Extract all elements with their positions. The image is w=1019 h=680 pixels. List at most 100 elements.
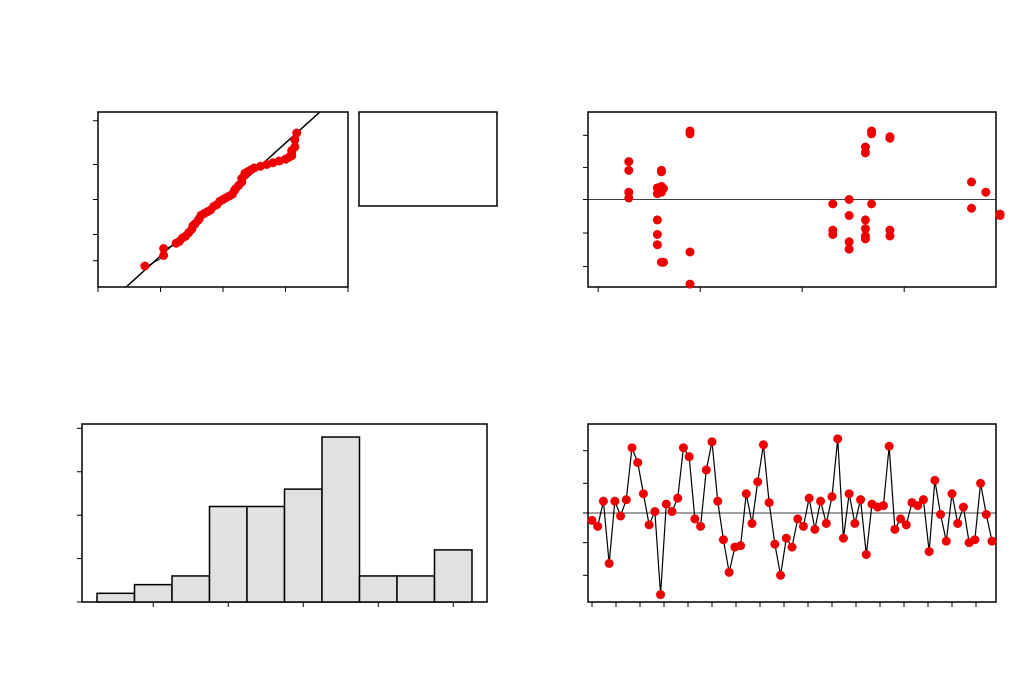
histogram-bar-4 <box>246 505 286 603</box>
residuals-vs-order-point-17 <box>684 452 694 462</box>
residuals-vs-order-series-line <box>591 438 993 595</box>
residuals-vs-fits-point-18 <box>685 129 695 139</box>
residuals-vs-fits-point-29 <box>860 224 870 234</box>
residuals-vs-order-point-19 <box>696 521 706 531</box>
residuals-vs-fits-point-16 <box>658 257 668 267</box>
residuals-vs-order-point-34 <box>781 533 791 543</box>
residuals-vs-order-point-61 <box>936 509 946 519</box>
residuals-vs-order-point-20 <box>701 465 711 475</box>
residuals-vs-fits-point-34 <box>867 199 877 209</box>
histogram-bar-0 <box>96 592 136 603</box>
residuals-vs-order-point-60 <box>930 475 940 485</box>
residuals-vs-fits-point-3 <box>624 193 634 203</box>
residuals-vs-order-point-10 <box>644 520 654 530</box>
histogram-panel <box>77 423 488 607</box>
histogram-bar-6 <box>321 436 361 603</box>
residuals-vs-order-point-13 <box>661 499 671 509</box>
residuals-vs-fits-point-24 <box>844 195 854 204</box>
residuals-vs-order-point-23 <box>718 535 728 545</box>
residuals-vs-order-point-52 <box>884 441 894 451</box>
residuals-vs-fits-point-31 <box>860 234 870 244</box>
residuals-vs-order-point-29 <box>753 477 763 487</box>
residuals-vs-order-point-44 <box>838 533 848 543</box>
residuals-vs-order-point-32 <box>770 539 780 549</box>
residuals-vs-order-point-1 <box>593 521 603 531</box>
residuals-vs-order-point-68 <box>976 478 986 488</box>
residuals-vs-fits-panel <box>583 111 1005 292</box>
residuals-vs-fits-point-43 <box>981 187 991 197</box>
residuals-vs-order-point-18 <box>690 514 700 524</box>
residuals-vs-order-point-43 <box>833 434 843 444</box>
histogram-bar-3 <box>208 505 248 603</box>
residuals-vs-order-point-3 <box>604 558 614 568</box>
residuals-vs-fits-point-9 <box>658 183 668 193</box>
residuals-vs-order-point-51 <box>878 501 888 511</box>
probability-plot-point-43 <box>290 142 300 152</box>
residuals-vs-order-point-55 <box>901 520 911 530</box>
residuals-vs-order-point-6 <box>621 495 631 505</box>
residuals-vs-fits-point-14 <box>652 240 662 250</box>
residuals-vs-order-point-21 <box>707 437 717 447</box>
residuals-vs-order-point-5 <box>616 511 626 521</box>
residuals-vs-order-panel <box>583 423 997 607</box>
residuals-vs-order-point-65 <box>958 502 968 512</box>
residuals-vs-fits-point-36 <box>867 129 877 139</box>
residuals-vs-order-point-31 <box>764 498 774 508</box>
residuals-vs-order-point-45 <box>844 489 854 499</box>
residuals-vs-fits-point-0 <box>624 157 634 167</box>
residuals-vs-order-point-28 <box>747 518 757 528</box>
residuals-vs-fits-point-33 <box>860 148 870 158</box>
residuals-vs-fits-point-19 <box>685 247 695 257</box>
residuals-vs-order-point-37 <box>798 521 808 531</box>
histogram-bar-2 <box>171 575 211 603</box>
residuals-vs-fits-point-25 <box>844 211 854 221</box>
residuals-vs-order-point-15 <box>673 493 683 503</box>
residuals-vs-order-point-7 <box>627 443 637 453</box>
residuals-vs-order-point-69 <box>981 509 991 519</box>
residuals-vs-fits-point-26 <box>844 237 854 247</box>
residuals-vs-order-point-27 <box>741 489 751 499</box>
residuals-vs-order-point-39 <box>810 524 820 534</box>
residuals-vs-order-point-58 <box>918 495 928 505</box>
residuals-vs-order-point-57 <box>913 501 923 511</box>
residuals-vs-fits-point-12 <box>652 215 662 225</box>
residuals-vs-order-point-53 <box>890 524 900 534</box>
residuals-vs-order-point-9 <box>638 489 648 499</box>
residuals-vs-fits-point-27 <box>844 244 854 254</box>
residuals-vs-order-point-8 <box>633 458 643 468</box>
probability-plot-point-44 <box>290 135 300 145</box>
legend-box-panel <box>358 111 498 207</box>
residuals-vs-order-point-46 <box>850 518 860 528</box>
histogram-bar-8 <box>396 575 436 603</box>
residuals-vs-order-point-35 <box>787 542 797 552</box>
residuals-vs-fits-point-28 <box>860 215 870 225</box>
residuals-vs-order-point-47 <box>856 495 866 505</box>
histogram-bar-1 <box>133 583 173 603</box>
residuals-vs-order-point-54 <box>896 514 906 524</box>
residuals-vs-fits-point-40 <box>885 231 895 241</box>
residuals-vs-order-point-36 <box>793 514 803 524</box>
residuals-vs-order-point-67 <box>970 535 980 545</box>
probability-plot-point-1 <box>159 251 169 260</box>
histogram-bar-5 <box>283 488 323 603</box>
residuals-vs-order-point-0 <box>587 515 597 525</box>
residuals-vs-order-point-11 <box>650 507 660 517</box>
residuals-vs-order-point-38 <box>804 493 814 503</box>
residuals-vs-fits-point-42 <box>967 203 977 213</box>
probability-plot-point-2 <box>159 244 169 253</box>
residuals-vs-order-point-26 <box>736 541 746 551</box>
residuals-vs-fits-point-1 <box>624 165 634 175</box>
residuals-vs-order-point-41 <box>821 518 831 528</box>
residuals-vs-fits-point-38 <box>885 133 895 143</box>
residuals-vs-order-point-16 <box>678 443 688 453</box>
histogram-bar-7 <box>358 575 398 603</box>
probability-plot-point-0 <box>140 261 150 271</box>
residuals-vs-order-point-33 <box>776 570 786 580</box>
residuals-vs-order-point-2 <box>598 496 608 506</box>
probability-plot-point-45 <box>292 128 302 138</box>
residuals-vs-order-point-70 <box>987 536 997 546</box>
histogram-bar-9 <box>433 549 473 603</box>
residuals-vs-order-point-62 <box>941 536 951 546</box>
residuals-vs-order-point-24 <box>724 567 734 577</box>
